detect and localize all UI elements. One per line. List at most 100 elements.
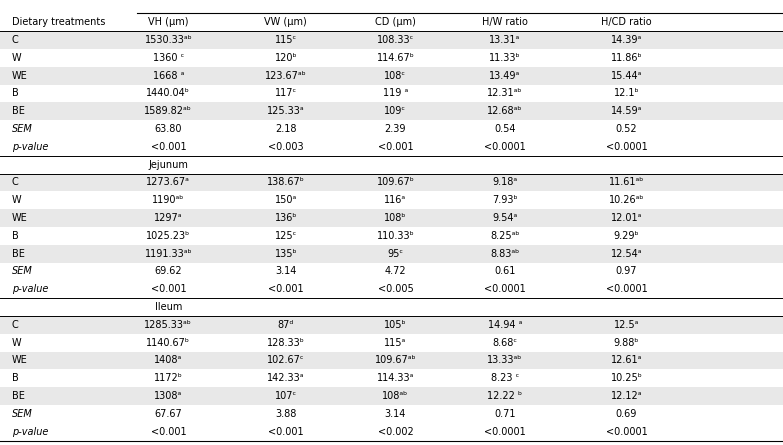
Text: VH (μm): VH (μm) <box>148 17 189 27</box>
Text: <0.001: <0.001 <box>268 427 304 437</box>
Text: WE: WE <box>12 71 27 81</box>
Text: 1360 ᶜ: 1360 ᶜ <box>153 53 184 63</box>
Text: 142.33ᵃ: 142.33ᵃ <box>267 373 305 383</box>
Text: 95ᶜ: 95ᶜ <box>388 249 403 259</box>
Text: 12.01ᵃ: 12.01ᵃ <box>611 213 642 223</box>
Text: 110.33ᵇ: 110.33ᵇ <box>377 231 414 241</box>
Text: 1408ᵃ: 1408ᵃ <box>154 356 182 365</box>
Text: 3.14: 3.14 <box>384 409 406 419</box>
Text: H/W ratio: H/W ratio <box>482 17 528 27</box>
Text: 63.80: 63.80 <box>154 124 182 134</box>
Text: p-value: p-value <box>12 427 48 437</box>
Text: 114.33ᵃ: 114.33ᵃ <box>377 373 414 383</box>
Text: 109.67ᵃᵇ: 109.67ᵃᵇ <box>374 356 417 365</box>
Text: 123.67ᵃᵇ: 123.67ᵃᵇ <box>265 71 307 81</box>
Text: 12.61ᵃ: 12.61ᵃ <box>611 356 642 365</box>
Text: 114.67ᵇ: 114.67ᵇ <box>377 53 414 63</box>
Text: 8.23 ᶜ: 8.23 ᶜ <box>491 373 519 383</box>
Text: BE: BE <box>12 106 24 116</box>
Text: 0.61: 0.61 <box>494 267 516 276</box>
Text: 109ᶜ: 109ᶜ <box>384 106 406 116</box>
Text: 125.33ᵃ: 125.33ᵃ <box>267 106 305 116</box>
Text: 1191.33ᵃᵇ: 1191.33ᵃᵇ <box>145 249 192 259</box>
Text: 105ᵇ: 105ᵇ <box>384 320 406 330</box>
Text: 13.49ᵃ: 13.49ᵃ <box>489 71 521 81</box>
Text: 0.52: 0.52 <box>615 124 637 134</box>
Text: 1025.23ᵇ: 1025.23ᵇ <box>146 231 190 241</box>
Text: 2.39: 2.39 <box>384 124 406 134</box>
Text: 8.83ᵃᵇ: 8.83ᵃᵇ <box>490 249 520 259</box>
Text: 10.25ᵇ: 10.25ᵇ <box>611 373 642 383</box>
Bar <box>0 245 783 263</box>
Text: 0.54: 0.54 <box>494 124 516 134</box>
Text: 136ᵇ: 136ᵇ <box>275 213 297 223</box>
Text: 67.67: 67.67 <box>154 409 182 419</box>
Text: 1308ᵃ: 1308ᵃ <box>154 391 182 401</box>
Text: 12.22 ᵇ: 12.22 ᵇ <box>488 391 522 401</box>
Text: 107ᶜ: 107ᶜ <box>275 391 297 401</box>
Text: 0.97: 0.97 <box>615 267 637 276</box>
Text: W: W <box>12 195 21 205</box>
Text: 108.33ᶜ: 108.33ᶜ <box>377 35 414 45</box>
Text: B: B <box>12 89 19 98</box>
Text: <0.0001: <0.0001 <box>484 142 526 152</box>
Bar <box>0 174 783 191</box>
Text: 14.94 ᵃ: 14.94 ᵃ <box>488 320 522 330</box>
Bar <box>0 352 783 369</box>
Text: p-value: p-value <box>12 284 48 294</box>
Text: 1668 ᵃ: 1668 ᵃ <box>153 71 184 81</box>
Text: 10.26ᵃᵇ: 10.26ᵃᵇ <box>608 195 644 205</box>
Text: B: B <box>12 231 19 241</box>
Text: <0.001: <0.001 <box>150 284 186 294</box>
Text: 1172ᵇ: 1172ᵇ <box>154 373 182 383</box>
Text: 9.54ᵃ: 9.54ᵃ <box>493 213 518 223</box>
Text: <0.001: <0.001 <box>150 142 186 152</box>
Text: 150ᵃ: 150ᵃ <box>275 195 297 205</box>
Text: 15.44ᵃ: 15.44ᵃ <box>611 71 642 81</box>
Text: 9.18ᵃ: 9.18ᵃ <box>493 178 518 187</box>
Text: 12.12ᵃ: 12.12ᵃ <box>611 391 642 401</box>
Text: SEM: SEM <box>12 124 33 134</box>
Bar <box>0 209 783 227</box>
Text: 8.68ᶜ: 8.68ᶜ <box>493 338 518 348</box>
Text: <0.002: <0.002 <box>377 427 413 437</box>
Text: 4.72: 4.72 <box>384 267 406 276</box>
Text: 109.67ᵇ: 109.67ᵇ <box>377 178 414 187</box>
Text: 108ᶜ: 108ᶜ <box>384 71 406 81</box>
Text: 1273.67ᵃ: 1273.67ᵃ <box>146 178 190 187</box>
Text: 69.62: 69.62 <box>154 267 182 276</box>
Text: 9.29ᵇ: 9.29ᵇ <box>614 231 639 241</box>
Text: W: W <box>12 53 21 63</box>
Text: <0.001: <0.001 <box>377 142 413 152</box>
Text: 1297ᵃ: 1297ᵃ <box>154 213 182 223</box>
Text: 3.88: 3.88 <box>275 409 297 419</box>
Text: VW (μm): VW (μm) <box>265 17 307 27</box>
Text: 11.33ᵇ: 11.33ᵇ <box>489 53 521 63</box>
Text: 87ᵈ: 87ᵈ <box>278 320 294 330</box>
Text: 135ᵇ: 135ᵇ <box>275 249 297 259</box>
Text: 116ᵃ: 116ᵃ <box>384 195 406 205</box>
Bar <box>0 67 783 85</box>
Text: 2.18: 2.18 <box>275 124 297 134</box>
Text: SEM: SEM <box>12 267 33 276</box>
Text: 0.69: 0.69 <box>615 409 637 419</box>
Text: WE: WE <box>12 213 27 223</box>
Text: B: B <box>12 373 19 383</box>
Text: 1530.33ᵃᵇ: 1530.33ᵃᵇ <box>145 35 192 45</box>
Text: 138.67ᵇ: 138.67ᵇ <box>267 178 305 187</box>
Text: 1440.04ᵇ: 1440.04ᵇ <box>146 89 190 98</box>
Text: 102.67ᶜ: 102.67ᶜ <box>267 356 305 365</box>
Text: C: C <box>12 320 19 330</box>
Text: 12.54ᵃ: 12.54ᵃ <box>611 249 642 259</box>
Text: SEM: SEM <box>12 409 33 419</box>
Text: 14.59ᵃ: 14.59ᵃ <box>611 106 642 116</box>
Text: 12.1ᵇ: 12.1ᵇ <box>614 89 639 98</box>
Text: <0.0001: <0.0001 <box>605 142 648 152</box>
Bar <box>0 387 783 405</box>
Bar <box>0 31 783 49</box>
Text: 13.33ᵃᵇ: 13.33ᵃᵇ <box>487 356 523 365</box>
Text: 108ᵃᵇ: 108ᵃᵇ <box>382 391 409 401</box>
Text: 3.14: 3.14 <box>275 267 297 276</box>
Text: 7.93ᵇ: 7.93ᵇ <box>493 195 518 205</box>
Text: CD (μm): CD (μm) <box>375 17 416 27</box>
